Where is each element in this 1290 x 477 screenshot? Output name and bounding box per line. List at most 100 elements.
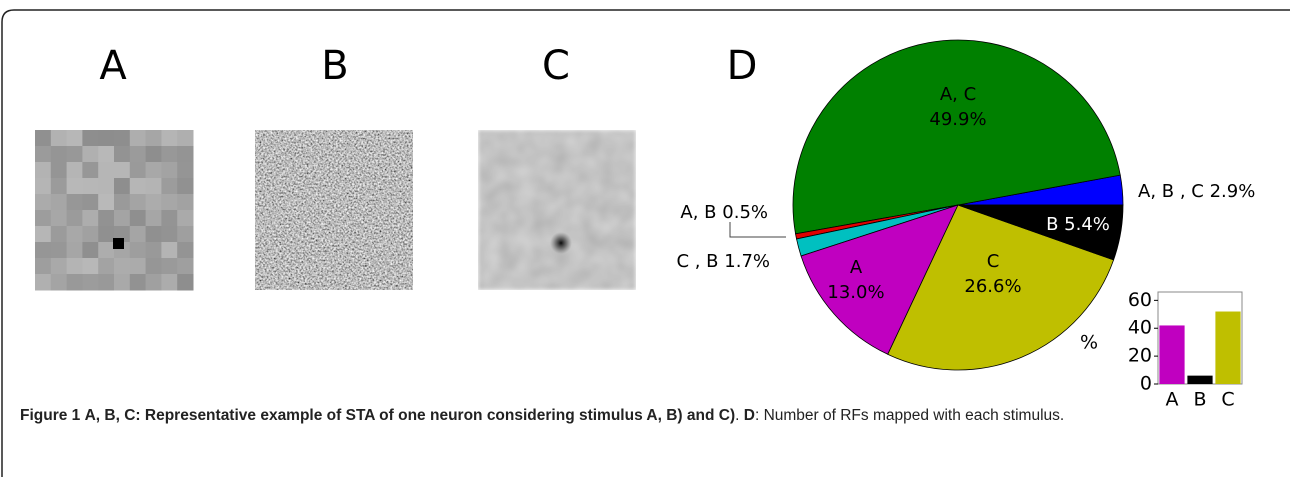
- pixel: [82, 178, 98, 195]
- caption: Figure 1 A, B, C: Representative example…: [20, 404, 1278, 428]
- pixel: [177, 162, 193, 179]
- pixel: [82, 162, 98, 179]
- pixel: [177, 258, 193, 275]
- slice-label: A, B 0.5%: [680, 202, 768, 223]
- y-tick-label: 0: [1140, 373, 1152, 395]
- pixel: [114, 162, 130, 179]
- pixel: [161, 162, 177, 179]
- slice-value: 26.6%: [964, 276, 1021, 297]
- pixel: [67, 226, 83, 243]
- pixel: [161, 226, 177, 243]
- bar: [1187, 376, 1212, 384]
- sta-spot: [550, 232, 572, 254]
- caption-sep: .: [735, 407, 744, 424]
- pixel: [82, 258, 98, 275]
- pixel: [177, 146, 193, 163]
- pixel: [35, 226, 51, 243]
- slice-name: C , B: [676, 251, 718, 272]
- pixel: [35, 162, 51, 179]
- pixel: [35, 258, 51, 275]
- pixel: [67, 162, 83, 179]
- pixel: [35, 274, 51, 291]
- charts: A, B , C 2.9% A, C 49.9% A, B 0.5% C , B 1.7…: [676, 40, 1255, 410]
- caption-text: : Number of RFs mapped with each stimulu…: [755, 407, 1064, 424]
- pixel: [114, 210, 130, 227]
- panel-label: B: [321, 43, 348, 89]
- pixel: [146, 226, 162, 243]
- pixel: [67, 242, 83, 259]
- pixel: [51, 258, 67, 275]
- pixel: [146, 130, 162, 147]
- pixel: [146, 194, 162, 211]
- pixel: [35, 178, 51, 195]
- pixel: [98, 210, 114, 227]
- pixel: [51, 194, 67, 211]
- caption-part: A, B, C: Representative example of STA o…: [85, 407, 736, 424]
- pixel: [130, 146, 146, 163]
- slice-value: 2.9%: [1210, 181, 1256, 202]
- slice-name: C: [987, 251, 1000, 272]
- pixel: [161, 274, 177, 291]
- pixel: [146, 210, 162, 227]
- pixel: [98, 274, 114, 291]
- pixel: [67, 274, 83, 291]
- pixel: [130, 130, 146, 147]
- slice-value: 0.5%: [722, 202, 768, 223]
- pixel: [35, 242, 51, 259]
- slice-name: A, C: [940, 84, 976, 105]
- pixel: [82, 194, 98, 211]
- slice-label: A, B , C 2.9%: [1138, 181, 1255, 202]
- pixel: [146, 274, 162, 291]
- slice-value: 49.9%: [929, 109, 986, 130]
- slice-label: B 5.4%: [1046, 214, 1110, 235]
- pixel: [82, 210, 98, 227]
- pixel: [67, 146, 83, 163]
- sta-image-c: [478, 130, 636, 290]
- pixel: [146, 178, 162, 195]
- y-tick-label: 60: [1128, 289, 1152, 311]
- pixel: [161, 130, 177, 147]
- pixel: [114, 258, 130, 275]
- pixel: [130, 210, 146, 227]
- pixel: [51, 274, 67, 291]
- page: A B C D A, B , C 2.9%A, C49.9%A, B 0.5%C…: [0, 0, 1290, 477]
- pixel: [51, 178, 67, 195]
- pixel: [161, 242, 177, 259]
- pixel: [177, 130, 193, 147]
- pixel: [177, 242, 193, 259]
- pixel: [35, 130, 51, 147]
- slice-name: A, B , C: [1138, 181, 1204, 202]
- leader-line: [730, 222, 786, 237]
- pixel: [146, 162, 162, 179]
- pixel: [67, 178, 83, 195]
- pixel: [161, 210, 177, 227]
- sta-image-b: [255, 130, 413, 290]
- pixel: [98, 242, 114, 259]
- pixel: [82, 242, 98, 259]
- pixel: [114, 274, 130, 291]
- pixel: [98, 226, 114, 243]
- pixel: [114, 194, 130, 211]
- caption-part: D: [744, 407, 755, 424]
- slice-value: 5.4%: [1064, 214, 1110, 235]
- pixel: [114, 146, 130, 163]
- slice-label: C , B 1.7%: [676, 251, 770, 272]
- pixel: [82, 274, 98, 291]
- pixel: [130, 226, 146, 243]
- pixel: [67, 210, 83, 227]
- pixel: [130, 258, 146, 275]
- pixel: [98, 130, 114, 147]
- pixel: [146, 258, 162, 275]
- slice-value: 13.0%: [827, 282, 884, 303]
- pixel: [82, 130, 98, 147]
- pixel: [82, 146, 98, 163]
- y-tick-label: 40: [1128, 317, 1152, 339]
- pixel: [177, 178, 193, 195]
- pixel: [35, 146, 51, 163]
- caption-figure: Figure 1: [20, 407, 80, 424]
- pixel: [98, 258, 114, 275]
- pixel: [177, 194, 193, 211]
- pixel: [98, 162, 114, 179]
- pixel: [98, 194, 114, 211]
- pixel: [114, 130, 130, 147]
